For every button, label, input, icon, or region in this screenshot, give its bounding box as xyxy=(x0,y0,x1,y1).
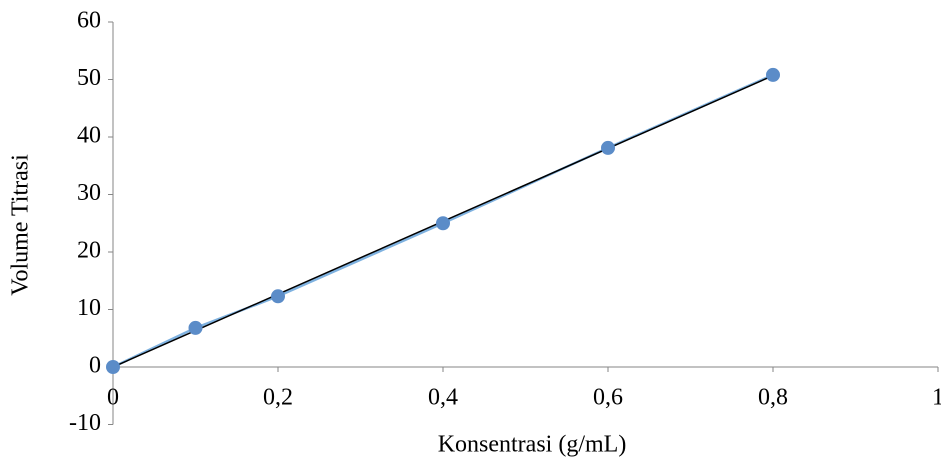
x-tick-label: 1 xyxy=(932,385,941,411)
y-tick-label: 40 xyxy=(77,123,101,149)
point xyxy=(271,289,285,303)
point xyxy=(601,141,615,155)
point xyxy=(436,216,450,230)
x-tick-label: 0 xyxy=(107,385,119,411)
x-tick-label: 0,2 xyxy=(263,385,293,411)
x-tick-label: 0,6 xyxy=(593,385,623,411)
point xyxy=(189,321,203,335)
chart: Konsentrasi (g/mL) Volume Titrasi -10010… xyxy=(0,0,941,466)
y-tick-label: 0 xyxy=(89,353,101,379)
y-tick-label: -10 xyxy=(69,410,101,436)
y-tick-label: 20 xyxy=(77,238,101,264)
x-tick-label: 0,4 xyxy=(428,385,458,411)
point xyxy=(106,360,120,374)
x-tick-label: 0,8 xyxy=(758,385,788,411)
y-tick-label: 50 xyxy=(77,65,101,91)
y-tick-label: 10 xyxy=(77,295,101,321)
x-axis-label: Konsentrasi (g/mL) xyxy=(438,432,627,458)
y-tick-label: 60 xyxy=(77,8,101,34)
y-axis-label: Volume Titrasi xyxy=(8,154,34,296)
point xyxy=(766,68,780,82)
y-tick-label: 30 xyxy=(77,180,101,206)
